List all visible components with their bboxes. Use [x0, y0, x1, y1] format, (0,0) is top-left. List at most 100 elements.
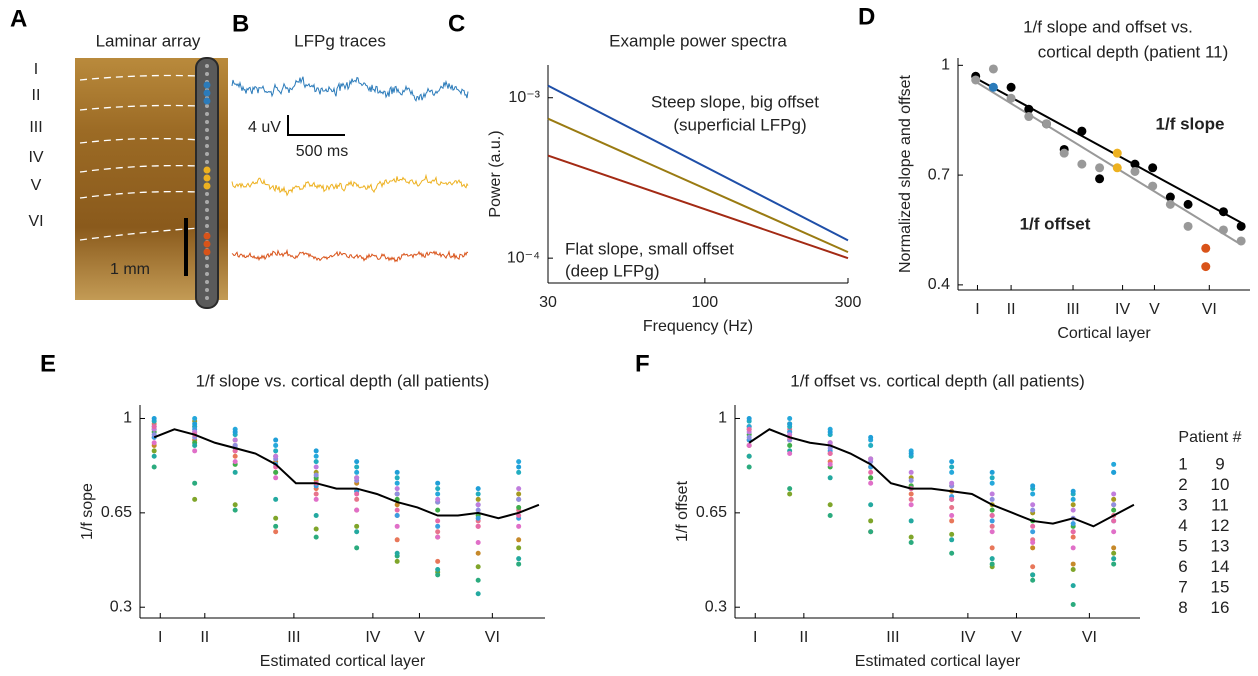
data-point: [1236, 236, 1246, 246]
data-point: [988, 82, 998, 92]
data-point: [1183, 221, 1193, 231]
data-point: [1111, 561, 1117, 567]
data-point: [516, 504, 522, 510]
x-tick-label: I: [975, 301, 979, 318]
y-tick-label: 0.65: [101, 504, 132, 521]
chart-title: cortical depth (patient 11): [1038, 42, 1229, 61]
data-point: [394, 502, 400, 508]
data-point: [1006, 93, 1016, 103]
data-point: [435, 491, 441, 497]
data-point: [1030, 523, 1036, 529]
data-point: [313, 453, 319, 459]
probe-contact-highlight: [203, 89, 211, 97]
chart: D 1/f slope and offset vs. cortical depth …: [858, 3, 1250, 342]
data-point: [1030, 540, 1036, 546]
data-point: [394, 523, 400, 529]
data-point: [313, 496, 319, 502]
data-point: [787, 442, 793, 448]
data-point: [1111, 507, 1117, 513]
data-point: [151, 415, 157, 421]
data-point: [475, 550, 481, 556]
data-point: [1070, 488, 1076, 494]
data-point: [313, 448, 319, 454]
data-point: [1070, 529, 1076, 535]
data-point: [475, 564, 481, 570]
data-point: [827, 461, 833, 467]
probe-contact-highlight: [203, 248, 211, 256]
data-point: [1148, 163, 1158, 173]
probe-contact: [205, 152, 209, 156]
scale-label: 4 uV: [248, 119, 281, 136]
series-line: [547, 154, 849, 260]
data-point: [475, 523, 481, 529]
data-point: [827, 429, 833, 435]
series-line: [975, 80, 1242, 246]
data-point: [1111, 529, 1117, 535]
data-point: [273, 453, 279, 459]
annotation: Flat slope, small offset: [565, 239, 734, 258]
data-point: [232, 502, 238, 508]
data-point: [1030, 483, 1036, 489]
data-point: [232, 442, 238, 448]
x-axis-label: Estimated cortical layer: [855, 653, 1021, 670]
panel-title: Laminar array: [96, 31, 201, 50]
y-tick-label: 1: [718, 410, 727, 427]
data-point: [989, 469, 995, 475]
data-point: [989, 556, 995, 562]
data-point: [313, 513, 319, 519]
layer-boundaries: [79, 74, 201, 241]
probe-contact: [205, 200, 209, 204]
annotation: (superficial LFPg): [673, 115, 806, 134]
data-point: [1111, 469, 1117, 475]
data-point: [908, 534, 914, 540]
data-point: [949, 518, 955, 524]
data-point: [868, 442, 874, 448]
data-point: [516, 523, 522, 529]
data-point: [354, 496, 360, 502]
probe-contact: [205, 264, 209, 268]
data-point: [192, 496, 198, 502]
data-point: [354, 507, 360, 513]
data-point: [475, 577, 481, 583]
data-point: [989, 513, 995, 519]
data-point: [949, 504, 955, 510]
legend-entry: 1: [1178, 454, 1187, 473]
legend-entry: 16: [1211, 598, 1230, 617]
data-point: [435, 566, 441, 572]
data-point: [989, 545, 995, 551]
x-tick-label: VI: [1202, 301, 1217, 318]
data-point: [787, 486, 793, 492]
data-point: [232, 453, 238, 459]
data-point: [516, 486, 522, 492]
data-point: [827, 440, 833, 446]
legend-entry: 8: [1178, 598, 1187, 617]
probe-contact: [205, 192, 209, 196]
data-point: [787, 491, 793, 497]
y-axis-label: Power (a.u.): [487, 130, 504, 217]
data-point: [1030, 529, 1036, 535]
data-point: [273, 437, 279, 443]
data-point: [394, 480, 400, 486]
data-point: [868, 502, 874, 508]
data-point: [1077, 159, 1087, 169]
data-point: [989, 561, 995, 567]
data-point: [151, 448, 157, 454]
data-point: [394, 491, 400, 497]
chart: C Example power spectra 30 100 300 10⁻⁴ 10⁻³ Fr…: [448, 10, 861, 335]
data-point: [435, 480, 441, 486]
scale-bar: [287, 115, 345, 136]
data-point: [1030, 564, 1036, 570]
data-point: [475, 486, 481, 492]
data-point: [787, 451, 793, 457]
data-point: [232, 429, 238, 435]
x-tick-label: IV: [1115, 301, 1130, 318]
x-tick-label: V: [414, 629, 425, 646]
data-point: [1006, 82, 1016, 92]
data-point: [949, 531, 955, 537]
data-point: [232, 448, 238, 454]
data-point: [1030, 502, 1036, 508]
data-point: [273, 523, 279, 529]
data-point: [1130, 166, 1140, 176]
chart: F 1/f offset vs. cortical depth (all pati…: [635, 350, 1242, 670]
data-point: [827, 502, 833, 508]
